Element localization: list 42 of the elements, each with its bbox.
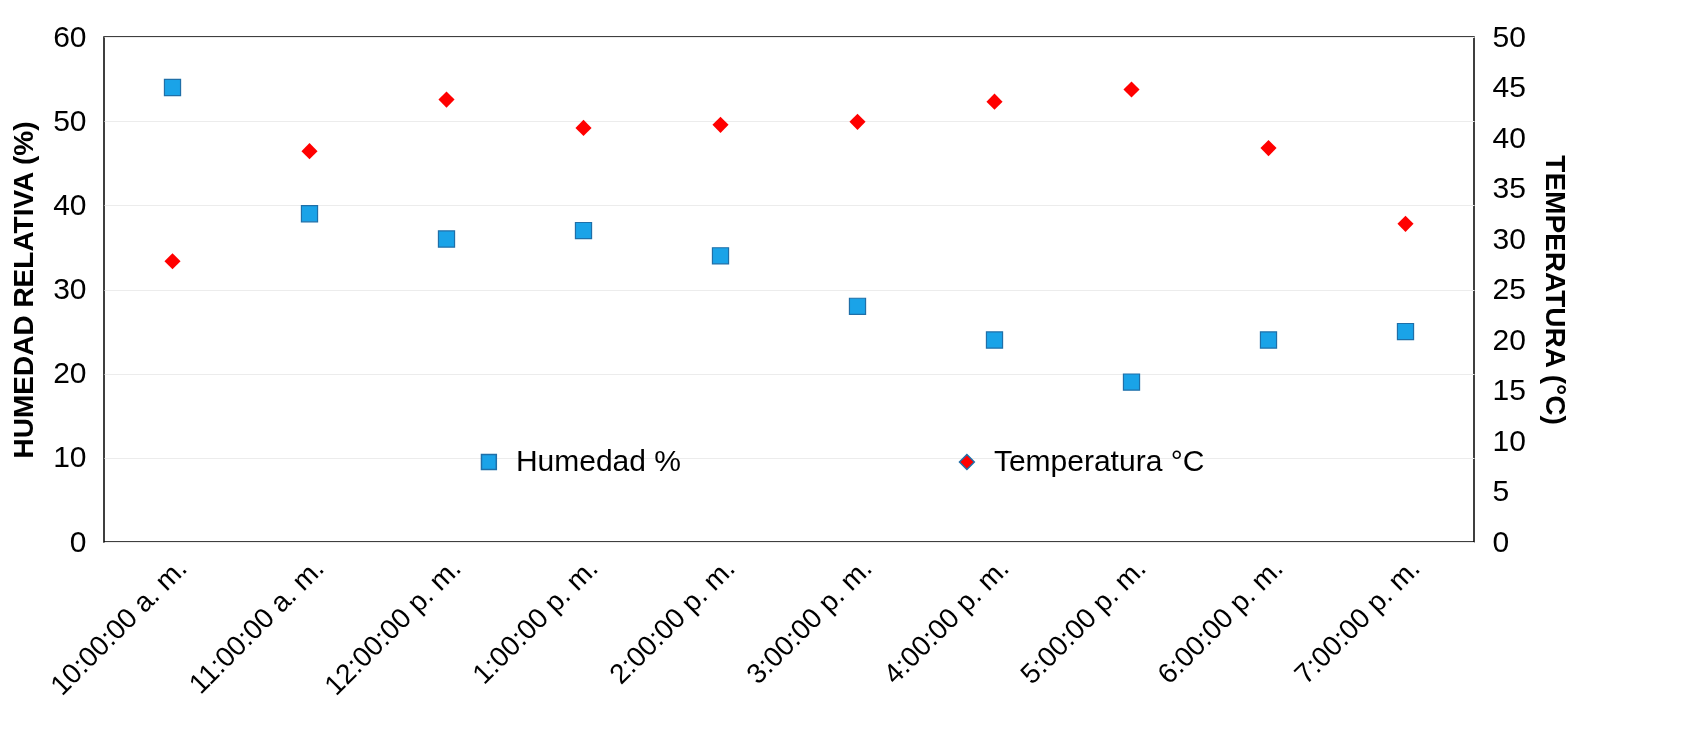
point: [985, 331, 1004, 349]
y2-tick-label: 30: [1492, 221, 1526, 255]
point: [164, 253, 181, 270]
y2-tick-label: 40: [1492, 120, 1526, 154]
point: [711, 247, 730, 265]
legend-label: Humedad %: [515, 444, 681, 477]
y-tick-label: 60: [53, 19, 87, 53]
point: [1122, 373, 1141, 391]
y-tick-label: 50: [53, 103, 87, 137]
y2-tick-label: 0: [1492, 524, 1510, 558]
y2-tick-label: 45: [1492, 70, 1526, 103]
y-tick-label: 40: [53, 187, 87, 221]
y2-tick-label: 15: [1492, 373, 1526, 406]
y2-axis-title: TEMPERATURA (°C): [1539, 155, 1571, 425]
point: [1260, 140, 1277, 157]
point: [1397, 215, 1414, 232]
point: [986, 93, 1003, 110]
point: [300, 205, 319, 223]
legend-label: Temperatura °C: [993, 444, 1205, 477]
point: [1259, 331, 1278, 349]
y2-tick-label: 50: [1492, 19, 1526, 53]
y2-tick-label: 10: [1492, 423, 1526, 457]
y-tick-label: 0: [69, 524, 87, 558]
y-tick-label: 20: [53, 356, 87, 390]
point: [163, 78, 182, 97]
y-tick-label: 30: [53, 272, 87, 305]
point: [438, 91, 455, 108]
y-tick-label: 10: [53, 440, 87, 474]
y-axis-title: HUMEDAD RELATIVA (%): [8, 121, 40, 459]
point: [1396, 322, 1415, 341]
y2-tick-label: 5: [1492, 474, 1510, 507]
point: [712, 116, 729, 133]
point: [575, 119, 592, 136]
point: [301, 143, 318, 160]
point: [574, 221, 593, 240]
point: [437, 230, 456, 248]
y2-tick-label: 35: [1492, 171, 1526, 204]
y2-tick-label: 25: [1492, 272, 1526, 305]
point: [849, 113, 866, 130]
point: [848, 297, 867, 315]
y2-tick-label: 20: [1492, 322, 1526, 356]
point: [1123, 81, 1140, 98]
